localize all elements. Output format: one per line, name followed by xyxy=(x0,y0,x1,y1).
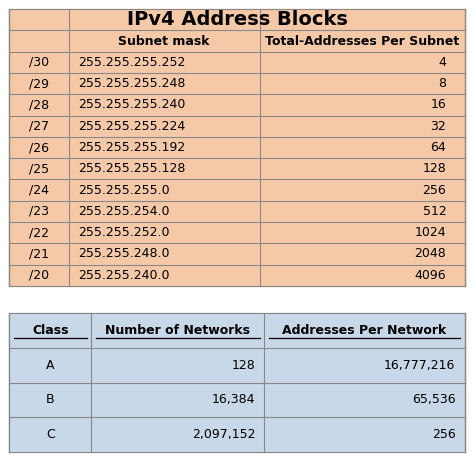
Text: A: A xyxy=(46,359,55,372)
Text: /29: /29 xyxy=(29,77,49,90)
Text: /26: /26 xyxy=(29,141,49,154)
Text: 8: 8 xyxy=(438,77,447,90)
Text: 255.255.255.224: 255.255.255.224 xyxy=(78,120,185,133)
Text: /27: /27 xyxy=(29,120,49,133)
Text: /23: /23 xyxy=(29,205,49,218)
Text: Class: Class xyxy=(32,324,69,337)
Text: 32: 32 xyxy=(430,120,447,133)
Text: 1024: 1024 xyxy=(415,226,447,239)
Text: 255.255.255.248: 255.255.255.248 xyxy=(78,77,185,90)
Text: 2048: 2048 xyxy=(415,248,447,260)
Text: 255.255.255.252: 255.255.255.252 xyxy=(78,56,185,69)
Text: 2,097,152: 2,097,152 xyxy=(191,428,255,441)
Text: Total-Addresses Per Subnet: Total-Addresses Per Subnet xyxy=(265,35,459,47)
Text: /30: /30 xyxy=(29,56,49,69)
Text: 255.255.254.0: 255.255.254.0 xyxy=(78,205,169,218)
Text: 255.255.255.192: 255.255.255.192 xyxy=(78,141,185,154)
Text: Number of Networks: Number of Networks xyxy=(105,324,250,337)
Text: Subnet mask: Subnet mask xyxy=(118,35,210,47)
Text: 64: 64 xyxy=(430,141,447,154)
Text: /20: /20 xyxy=(29,269,49,282)
Text: 256: 256 xyxy=(432,428,456,441)
Text: 4096: 4096 xyxy=(415,269,447,282)
Text: Addresses Per Network: Addresses Per Network xyxy=(283,324,447,337)
Text: 128: 128 xyxy=(422,162,447,175)
Text: /28: /28 xyxy=(29,99,49,112)
Text: /25: /25 xyxy=(29,162,49,175)
Text: /22: /22 xyxy=(29,226,49,239)
Text: 255.255.252.0: 255.255.252.0 xyxy=(78,226,169,239)
Text: 4: 4 xyxy=(438,56,447,69)
Text: 255.255.255.240: 255.255.255.240 xyxy=(78,99,185,112)
Text: B: B xyxy=(46,393,55,407)
Text: 255.255.240.0: 255.255.240.0 xyxy=(78,269,169,282)
Text: 16,777,216: 16,777,216 xyxy=(384,359,456,372)
Text: 512: 512 xyxy=(422,205,447,218)
Text: /24: /24 xyxy=(29,183,49,196)
Text: 255.255.255.0: 255.255.255.0 xyxy=(78,183,169,196)
Text: 255.255.248.0: 255.255.248.0 xyxy=(78,248,169,260)
Text: C: C xyxy=(46,428,55,441)
Text: IPv4 Address Blocks: IPv4 Address Blocks xyxy=(127,10,347,30)
Text: 256: 256 xyxy=(422,183,447,196)
Text: 255.255.255.128: 255.255.255.128 xyxy=(78,162,185,175)
Text: 128: 128 xyxy=(231,359,255,372)
Text: 16: 16 xyxy=(430,99,447,112)
Text: 16,384: 16,384 xyxy=(212,393,255,407)
Text: /21: /21 xyxy=(29,248,49,260)
Text: 65,536: 65,536 xyxy=(412,393,456,407)
